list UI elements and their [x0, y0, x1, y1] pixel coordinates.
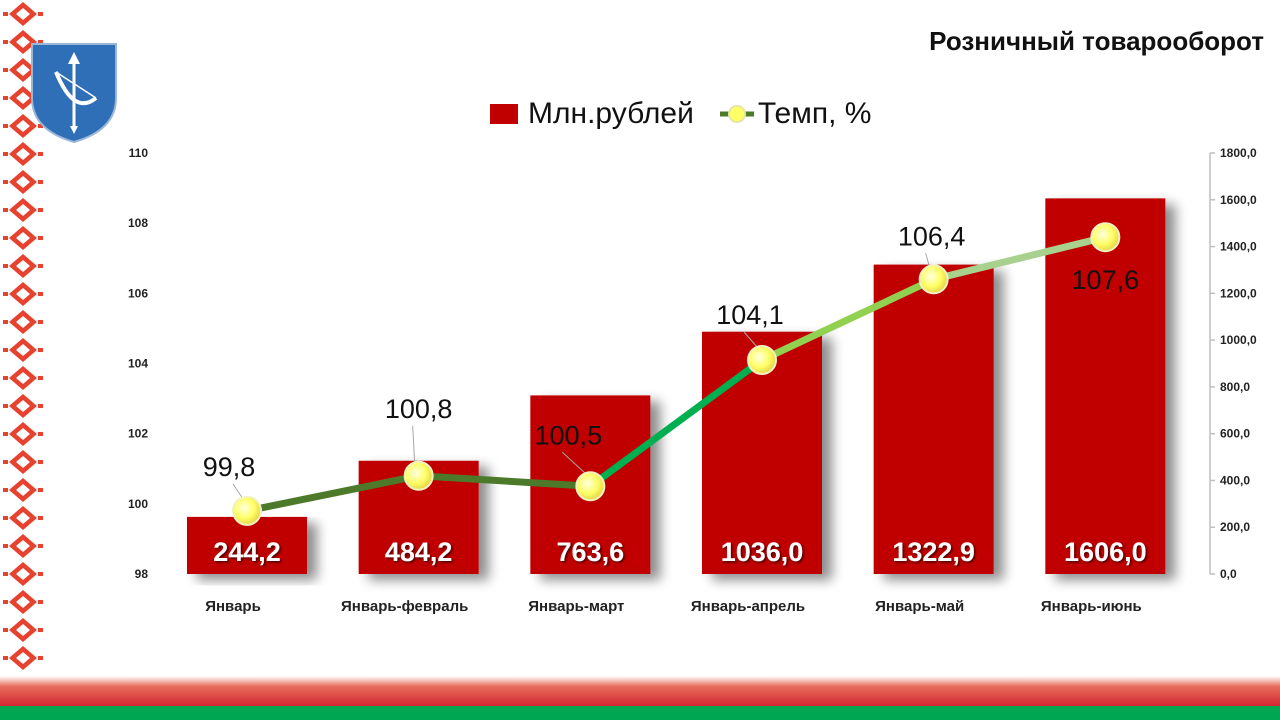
bar-value-label: 1606,0 — [1064, 537, 1147, 567]
left-tick-label: 110 — [129, 146, 149, 160]
bar-value-label: 244,2 — [213, 537, 281, 567]
legend-label-bars: Млн.рублей — [528, 97, 694, 130]
bar-value-label: 763,6 — [557, 537, 625, 567]
line-marker — [232, 495, 262, 526]
line-marker — [403, 460, 434, 491]
legend-bar-swatch — [490, 104, 518, 124]
category-label: Январь-февраль — [341, 598, 468, 615]
left-tick-label: 104 — [128, 357, 148, 371]
line-value-label: 104,1 — [716, 300, 784, 330]
legend-item-line: Темп, % — [719, 97, 872, 131]
right-tick-label: 1800,0 — [1220, 146, 1257, 160]
left-tick-label: 102 — [128, 427, 148, 441]
leader-line — [743, 331, 759, 349]
right-tick-label: 1600,0 — [1220, 193, 1257, 207]
leader-line — [925, 253, 931, 268]
bar-value-label: 1036,0 — [721, 537, 804, 567]
flag-band — [0, 676, 1280, 720]
right-tick-label: 200,0 — [1220, 520, 1250, 534]
line-segment — [415, 472, 594, 490]
legend-label-line: Темп, % — [757, 97, 872, 130]
right-tick-label: 1000,0 — [1220, 333, 1257, 347]
line-value-label: 106,4 — [898, 221, 966, 251]
line-value-label: 107,6 — [1072, 265, 1140, 295]
line-segment — [586, 356, 766, 490]
line-segment — [930, 233, 1109, 283]
right-tick-label: 600,0 — [1220, 427, 1250, 441]
line-segment — [758, 275, 938, 364]
left-tick-label: 108 — [128, 216, 148, 230]
category-label: Январь — [205, 598, 261, 615]
line-marker — [747, 344, 777, 375]
leader-line — [561, 451, 587, 475]
right-tick-label: 800,0 — [1220, 380, 1250, 394]
bar — [873, 264, 994, 574]
brest-coat-of-arms-icon — [31, 43, 117, 144]
line-marker — [918, 264, 949, 295]
leader-line — [412, 425, 416, 464]
line-value-label: 99,8 — [203, 452, 256, 482]
bar-value-label: 484,2 — [385, 537, 453, 567]
category-label: Январь-март — [528, 598, 624, 615]
line-marker — [575, 471, 606, 502]
bar — [187, 516, 307, 574]
legend-item-bars: Млн.рублей — [490, 97, 694, 131]
legend-line-swatch — [719, 105, 754, 123]
category-label: Январь-май — [875, 598, 964, 615]
category-label: Январь-июнь — [1041, 598, 1142, 615]
right-tick-label: 400,0 — [1220, 473, 1250, 487]
right-tick-label: 0,0 — [1220, 567, 1237, 581]
left-tick-label: 98 — [135, 567, 149, 581]
bar — [1045, 198, 1166, 574]
category-label: Январь-апрель — [691, 598, 805, 615]
bar-value-label: 1322,9 — [892, 537, 975, 567]
right-tick-label: 1200,0 — [1220, 286, 1257, 300]
legend: Млн.рублей Темп, % — [490, 96, 897, 132]
line-value-label: 100,5 — [535, 420, 603, 450]
chart-title: Розничный товарооборот — [929, 26, 1264, 56]
left-tick-label: 106 — [128, 286, 148, 300]
line-value-label: 100,8 — [385, 394, 453, 424]
right-tick-label: 1400,0 — [1220, 240, 1257, 254]
leader-line — [232, 483, 244, 500]
line-marker — [1090, 222, 1121, 253]
left-tick-label: 100 — [128, 497, 148, 511]
line-segment — [243, 472, 423, 515]
